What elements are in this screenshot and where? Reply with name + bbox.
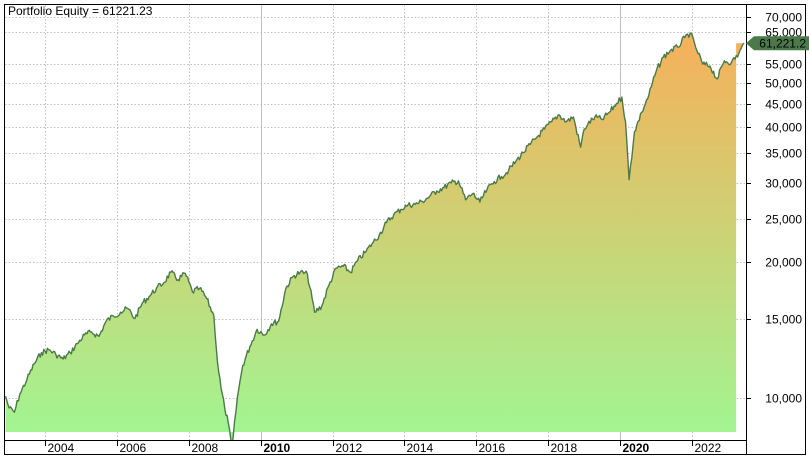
x-tick-label: 2004 (48, 441, 75, 455)
x-tick-label: 2022 (695, 441, 722, 455)
last-value-marker: 61,221.2 (746, 36, 809, 51)
x-tick-label: 2018 (551, 441, 578, 455)
y-tick-label: 15,000 (765, 313, 802, 327)
y-tick-label: 65,000 (765, 26, 802, 40)
y-tick-label: 20,000 (765, 256, 802, 270)
y-tick-label: 50,000 (765, 77, 802, 91)
y-tick-label: 30,000 (765, 177, 802, 191)
y-tick-label: 40,000 (765, 121, 802, 135)
equity-line (5, 32, 745, 440)
x-tick-label: 2014 (407, 441, 434, 455)
y-tick-label: 45,000 (765, 98, 802, 112)
y-tick-label: 35,000 (765, 147, 802, 161)
chart-title: Portfolio Equity = 61221.23 (8, 4, 153, 18)
x-tick-label: 2016 (479, 441, 506, 455)
x-tick-label: 2012 (336, 441, 363, 455)
y-tick-label: 25,000 (765, 213, 802, 227)
last-value-arrow-icon (746, 36, 809, 51)
outer-frame (4, 4, 806, 455)
x-axis-ticks: 2004 2006 2008 2010 2012 2014 2016 2018 2020 2022 (45, 440, 722, 455)
y-tick-label: 70,000 (765, 11, 802, 25)
x-tick-label: 2008 (192, 441, 219, 455)
x-tick-label: 2020 (623, 441, 650, 455)
x-tick-label: 2006 (120, 441, 147, 455)
y-tick-label: 10,000 (765, 392, 802, 406)
y-axis-ticks: 10,000 15,000 20,000 25,000 30,000 35,000 40,0… (746, 11, 802, 406)
last-value-label: 61,221.2 (759, 37, 806, 51)
x-tick-label: 2010 (264, 441, 291, 455)
equity-area-fill (5, 33, 745, 440)
y-tick-label: 55,000 (765, 58, 802, 72)
